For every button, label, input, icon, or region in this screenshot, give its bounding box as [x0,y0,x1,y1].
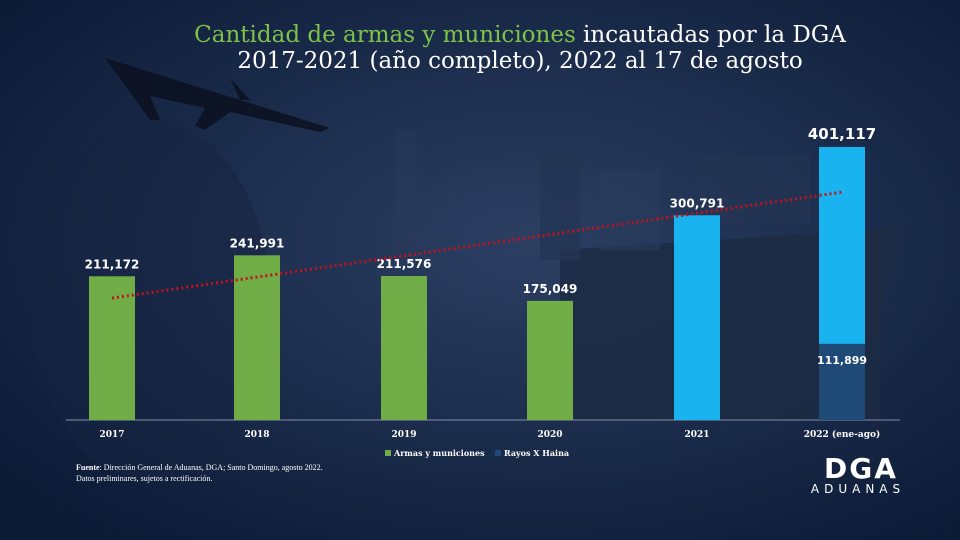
value-label-2020: 175,049 [523,282,578,296]
logo-text: ADUANAS [810,482,906,496]
source-text: : Dirección General de Aduanas, DGA; San… [99,463,323,472]
dga-logo: DGA [824,452,898,485]
category-label-2017: 2017 [99,430,124,440]
source-note: Fuente: Dirección General de Aduanas, DG… [76,462,416,484]
bar-2019-s0 [381,276,427,420]
airplane-icon [105,58,330,132]
bar-2020-s0 [527,300,573,420]
title-rest: incautadas por la DGA [575,22,846,48]
value-label-2022: 401,117 [808,125,876,143]
value-label-2019: 211,576 [377,257,432,271]
legend-label-1: Rayos X Haina [504,448,569,458]
legend-label-0: Armas y municiones [393,448,485,458]
legend-swatch-0 [385,450,391,456]
trendline [111,190,843,300]
title-highlight: Cantidad de armas y municiones [194,22,576,48]
category-label-2018: 2018 [244,430,269,440]
category-label-2022: 2022 (ene-ago) [804,429,881,440]
chart-title: Cantidad de armas y municiones incautada… [0,22,960,74]
category-label-2020: 2020 [537,430,562,440]
title-line2: 2017-2021 (año completo), 2022 al 17 de … [237,48,803,74]
bar-2022-s2 [819,343,865,420]
bar-2022-s1 [819,147,865,344]
source-line2: Datos preliminares, sujetos a rectificac… [76,474,213,483]
category-label-2021: 2021 [684,430,709,440]
ship-silhouette-icon [560,228,900,420]
bar-2018-s0 [234,255,280,420]
value-label-2017: 211,172 [85,257,140,271]
source-label: Fuente [76,463,100,472]
legend-swatch-1 [495,450,501,456]
category-label-2019: 2019 [391,430,416,440]
value-label-2021: 300,791 [670,196,725,210]
value-label-2018: 241,991 [230,236,285,250]
segment-label-rayos-x: 111,899 [817,354,867,367]
bar-2021-s1 [674,215,720,420]
bar-2017-s0 [89,276,135,420]
logo-mark: DGA [824,452,898,485]
